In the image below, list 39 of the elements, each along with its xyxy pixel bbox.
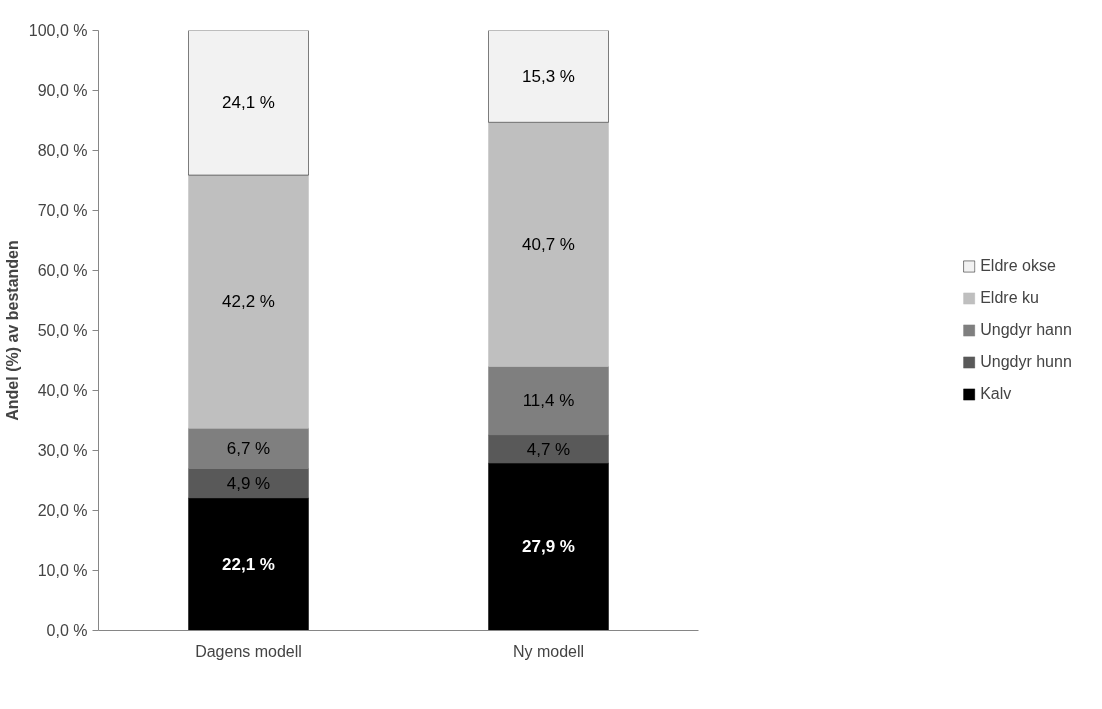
data-label: 22,1 % <box>222 554 275 574</box>
data-label: 15,3 % <box>522 66 575 86</box>
bar <box>188 30 309 176</box>
y-tick-label: 20,0 % <box>37 502 88 519</box>
legend-label: Eldre ku <box>980 289 1039 307</box>
x-tick-label: Ny modell <box>512 642 585 660</box>
bar <box>488 30 609 123</box>
y-tick-label: 70,0 % <box>37 202 88 219</box>
data-label: 6,7 % <box>226 438 271 458</box>
legend-label: Ungdyr hunn <box>980 353 1072 371</box>
bar <box>188 428 309 469</box>
legend-label: Ungdyr hann <box>980 321 1072 339</box>
y-tick-label: 10,0 % <box>37 562 88 579</box>
data-label: 40,7 % <box>522 234 575 254</box>
y-tick-label: 100,0 % <box>28 22 88 39</box>
bar <box>488 122 609 367</box>
bar <box>488 434 609 464</box>
x-tick-label: Dagens modell <box>195 642 302 660</box>
data-label: 27,9 % <box>522 537 575 557</box>
data-label: 24,1 % <box>222 93 275 113</box>
y-tick-label: 60,0 % <box>37 262 88 279</box>
data-label: 42,2 % <box>222 292 275 312</box>
y-tick-label: 50,0 % <box>37 322 88 339</box>
y-tick-label: 40,0 % <box>37 382 88 399</box>
bar <box>188 468 309 499</box>
data-label: 4,9 % <box>226 473 271 493</box>
bar <box>188 497 309 631</box>
data-label: 4,7 % <box>526 439 571 459</box>
legend-label: Kalv <box>980 385 1012 403</box>
y-tick-label: 30,0 % <box>37 442 88 459</box>
bar <box>488 366 609 436</box>
legend-label: Eldre okse <box>980 257 1056 275</box>
y-axis-title: Andel (%) av bestanden <box>3 240 21 421</box>
y-tick-label: 90,0 % <box>37 82 88 99</box>
y-tick-label: 80,0 % <box>37 142 88 159</box>
bar <box>488 462 609 631</box>
data-label: 11,4 % <box>522 391 575 411</box>
bar <box>188 174 309 429</box>
y-tick-label: 0,0 % <box>46 622 88 639</box>
